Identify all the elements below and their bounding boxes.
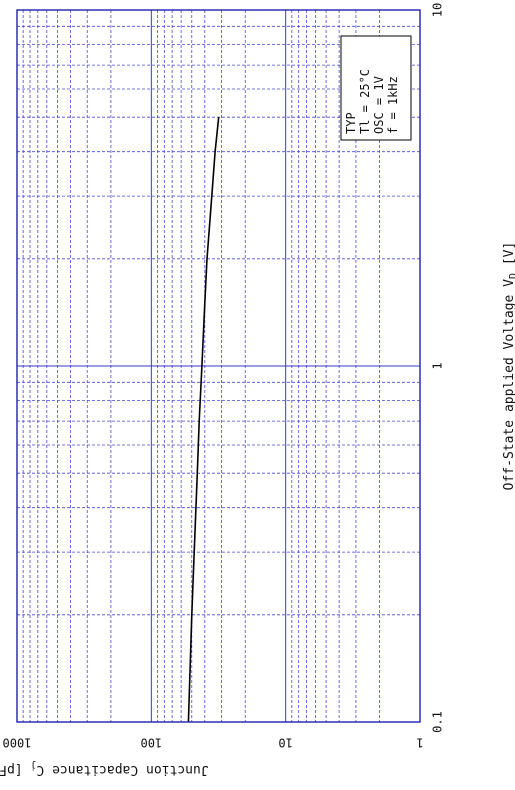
legend-box [340, 35, 412, 141]
legend-line: f = 1kHz [386, 76, 400, 134]
y-axis-label-text: Junction Capacitance C [36, 762, 208, 777]
legend-line: OSC = 1V [372, 76, 386, 134]
y-axis-unit: [pF] [0, 762, 23, 777]
legend-text: TYP Tl = 25°C OSC = 1V f = 1kHz [344, 69, 400, 134]
series-line [187, 117, 220, 723]
x-axis-label-subscript: D [508, 273, 515, 279]
x-tick-label: 0.1 [431, 711, 445, 733]
plot-frame [16, 9, 421, 723]
x-tick-label: 1 [431, 362, 445, 369]
x-axis-unit: [V] [502, 242, 515, 265]
x-tick-label: 10 [431, 3, 445, 17]
legend-line: TYP [344, 112, 358, 134]
y-tick-label: 10 [278, 736, 292, 750]
y-tick-label: 100 [140, 736, 162, 750]
tick-labels: 0.1 1 10 1 10 100 1000 [3, 3, 445, 750]
y-tick-label: 1000 [3, 736, 32, 750]
y-tick-label: 1 [416, 736, 423, 750]
y-axis-label: Junction Capacitance Cj [pF] [0, 760, 209, 777]
series-group [187, 117, 220, 723]
x-axis-label-text: Off-State applied Voltage V [502, 279, 515, 490]
y-axis-label-subscript: j [30, 760, 36, 771]
x-axis-label: Off-State applied Voltage VD [V] [502, 242, 515, 491]
legend-line: Tl = 25°C [358, 69, 372, 134]
